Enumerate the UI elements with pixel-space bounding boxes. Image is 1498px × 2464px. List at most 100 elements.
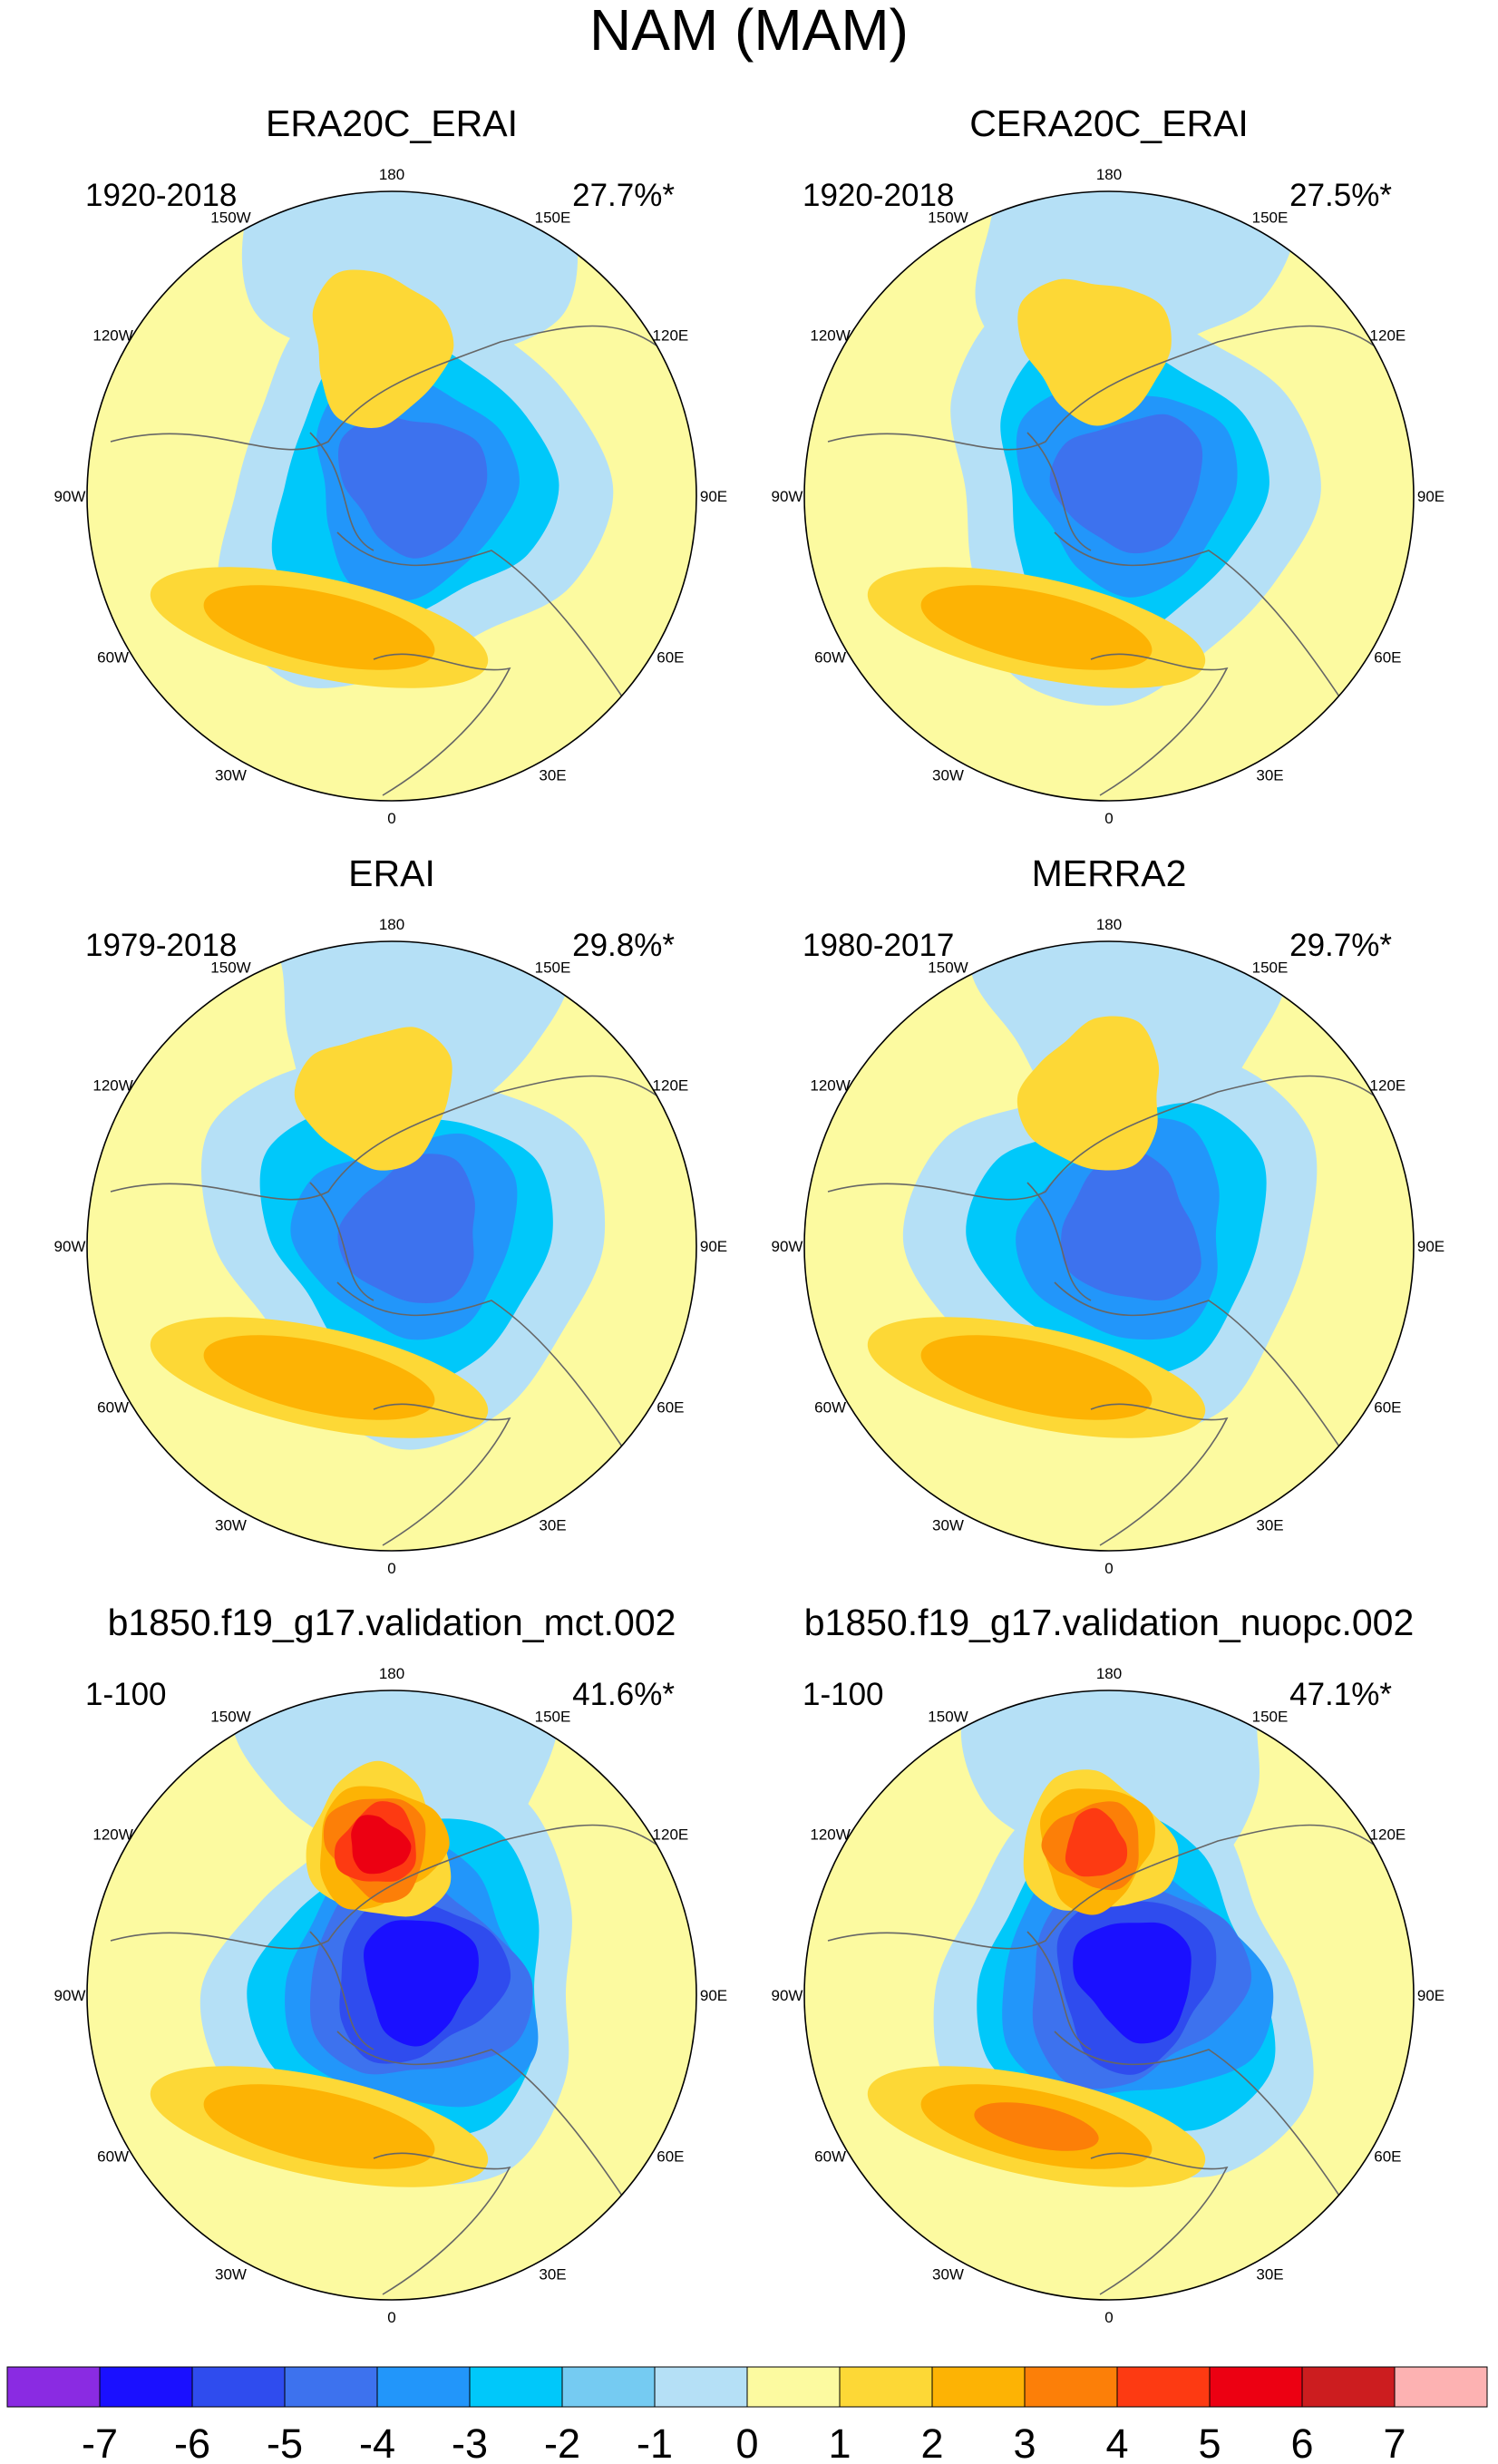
longitude-label: 30E [1256, 1516, 1283, 1534]
negative-cell [1049, 414, 1203, 554]
longitude-label: 30W [932, 2265, 964, 2283]
longitude-label: 60E [1374, 1399, 1401, 1417]
panel-period: 1980-2017 [802, 928, 954, 963]
colorbar-label: 6 [1290, 2420, 1313, 2464]
longitude-label: 90W [54, 1987, 86, 2004]
longitude-label: 30W [932, 1516, 964, 1534]
longitude-label: 0 [387, 1560, 395, 1577]
map-boundary [803, 940, 1415, 1552]
colorbar-label: -2 [544, 2420, 580, 2464]
colorbar-label: -3 [452, 2420, 488, 2464]
longitude-label: 60E [657, 1399, 684, 1417]
panel-title: b1850.f19_g17.validation_nuopc.002 [804, 1602, 1415, 1643]
colorbar-swatch [1301, 2366, 1396, 2408]
panel-variance: 29.8%* [572, 928, 675, 963]
negative-cell [1061, 1149, 1201, 1301]
panel-title: CERA20C_ERAI [969, 102, 1249, 144]
longitude-label: 180 [1096, 1665, 1122, 1682]
colorbar-swatch [839, 2366, 933, 2408]
longitude-label: 180 [379, 916, 404, 933]
panel-variance: 27.5%* [1289, 178, 1392, 213]
longitude-label: 60W [97, 2148, 129, 2166]
colorbar-swatch [6, 2366, 101, 2408]
colorbar-swatch [191, 2366, 286, 2408]
longitude-label: 150W [928, 959, 968, 977]
longitude-label: 150W [210, 1709, 250, 1726]
longitude-label: 90W [54, 1238, 86, 1255]
colorbar-swatch [931, 2366, 1026, 2408]
longitude-label: 120W [92, 1826, 132, 1844]
colorbar-label: -6 [174, 2420, 210, 2464]
colorbar-label: 1 [828, 2420, 851, 2464]
colorbar-label: 0 [735, 2420, 758, 2464]
longitude-label: 120W [810, 327, 850, 345]
atlantic-positive-band [203, 1335, 435, 1420]
longitude-label: 180 [1096, 166, 1122, 183]
longitude-label: 90E [700, 1238, 727, 1255]
longitude-label: 120E [1370, 327, 1406, 345]
longitude-label: 60E [1374, 649, 1401, 667]
longitude-label: 180 [379, 1665, 404, 1682]
contour-field [87, 1690, 696, 2300]
atlantic-positive-band [974, 2102, 1099, 2151]
longitude-label: 60W [97, 1399, 129, 1417]
colorbar-swatch [561, 2366, 656, 2408]
colorbar-label: -7 [82, 2420, 118, 2464]
longitude-label: 90W [772, 1987, 803, 2004]
longitude-label: 150W [928, 1709, 968, 1726]
map-panel: b1850.f19_g17.validation_mct.002 1-100 41.… [54, 1602, 728, 2326]
map-panel: ERAI 1979-2018 29.8%* 180 150E 120E 90E 60E 30E 0… [54, 852, 728, 1577]
contour-field [804, 941, 1414, 1551]
longitude-label: 30E [539, 1516, 566, 1534]
longitude-label: 60E [1374, 2148, 1401, 2166]
longitude-label: 0 [387, 2309, 395, 2326]
coastlines [827, 1824, 1382, 2295]
map-panel: MERRA2 1980-2017 29.7%* 180 150E 120E 90E 60E 30… [772, 852, 1445, 1577]
longitude-label: 30E [1256, 766, 1283, 784]
pacific-positive-cell [351, 1815, 412, 1875]
longitude-label: 90E [1417, 1238, 1444, 1255]
panel-period: 1920-2018 [85, 178, 237, 213]
longitude-label: 60W [814, 649, 846, 667]
colorbar-swatch [469, 2366, 563, 2408]
colorbar-swatch [99, 2366, 193, 2408]
map-panel: CERA20C_ERAI 1920-2018 27.5%* 180 150E 120E 90… [772, 102, 1445, 827]
longitude-label: 60W [97, 649, 129, 667]
longitude-label: 120E [653, 1077, 689, 1095]
colorbar-label: 7 [1383, 2420, 1406, 2464]
longitude-label: 150W [210, 209, 250, 227]
longitude-label: 60E [657, 2148, 684, 2166]
longitude-label: 120W [92, 1077, 132, 1095]
longitude-label: 0 [1104, 2309, 1113, 2326]
longitude-label: 30E [539, 766, 566, 784]
contour-field [804, 1690, 1414, 2300]
longitude-label: 120E [653, 327, 689, 345]
map-boundary [86, 940, 697, 1552]
longitude-label: 180 [379, 166, 404, 183]
longitude-label: 90E [700, 1987, 727, 2004]
longitude-label: 150E [1252, 209, 1289, 227]
longitude-label: 150E [535, 1709, 571, 1726]
longitude-label: 150E [535, 209, 571, 227]
panel-period: 1979-2018 [85, 928, 237, 963]
colorbar-label: -1 [637, 2420, 673, 2464]
atlantic-positive-band [203, 2084, 435, 2169]
panel-period: 1920-2018 [802, 178, 954, 213]
longitude-label: 30E [539, 2265, 566, 2283]
longitude-label: 0 [1104, 810, 1113, 827]
map-boundary [86, 190, 697, 802]
contour-field [87, 191, 696, 801]
longitude-label: 120E [1370, 1826, 1406, 1844]
atlantic-positive-band [203, 585, 435, 670]
pacific-positive-cell [1065, 1807, 1128, 1877]
colorbar-label: 5 [1198, 2420, 1221, 2464]
longitude-label: 120E [1370, 1077, 1406, 1095]
longitude-label: 150W [928, 209, 968, 227]
longitude-label: 90E [1417, 488, 1444, 505]
panel-title: ERA20C_ERAI [266, 102, 518, 144]
panel-title: ERAI [348, 852, 435, 894]
map-boundary [803, 190, 1415, 802]
longitude-label: 180 [1096, 916, 1122, 933]
map-panel: ERA20C_ERAI 1920-2018 27.7%* 180 150E 120E 90E… [54, 102, 728, 827]
